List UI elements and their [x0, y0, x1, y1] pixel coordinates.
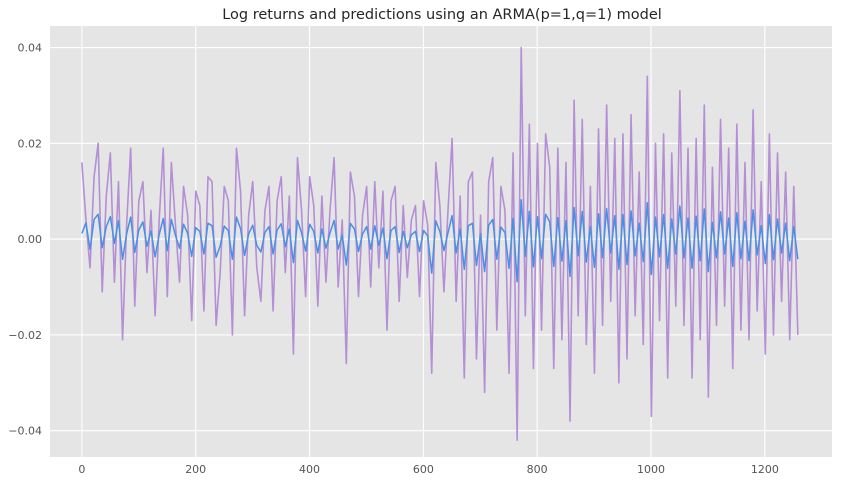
x-tick-label: 1000 [637, 463, 665, 476]
chart-title: Log returns and predictions using an ARM… [222, 7, 662, 23]
grid [50, 26, 832, 457]
x-tick-label: 0 [78, 463, 85, 476]
y-tick-label: 0.04 [18, 42, 43, 55]
x-tick-label: 800 [527, 463, 548, 476]
x-tick-label: 1200 [751, 463, 779, 476]
y-tick-label: −0.02 [8, 329, 42, 342]
x-tick-label: 200 [185, 463, 206, 476]
x-tick-label: 600 [413, 463, 434, 476]
series-line-arma-predictions [81, 199, 799, 283]
y-axis: 0.04 0.02 0.00 −0.02 −0.04 [8, 42, 42, 438]
x-axis: 0 200 400 600 800 1000 1200 [78, 463, 778, 476]
y-tick-label: −0.04 [8, 425, 42, 438]
y-tick-label: 0.00 [18, 233, 43, 246]
x-tick-label: 400 [299, 463, 320, 476]
series-layer [81, 46, 799, 442]
y-tick-label: 0.02 [18, 137, 43, 150]
